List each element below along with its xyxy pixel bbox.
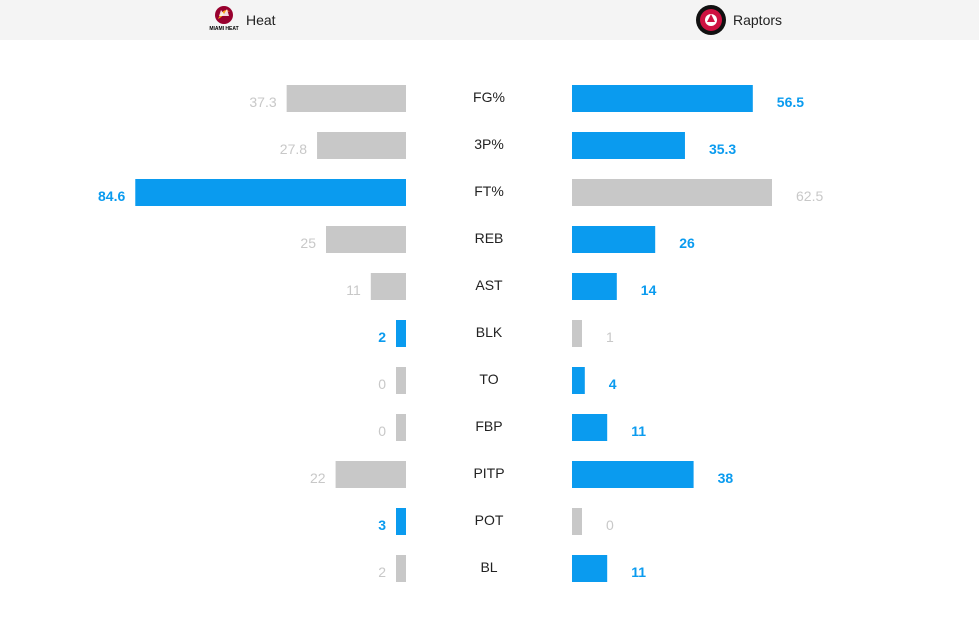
home-bar-fg <box>286 85 406 112</box>
stat-label-bl: BL <box>480 559 497 575</box>
away-value-3p: 35.3 <box>709 141 736 157</box>
away-bar-fg <box>572 85 753 112</box>
team-away-name: Raptors <box>733 12 783 28</box>
home-value-reb: 25 <box>300 235 316 251</box>
home-bar-fbp <box>396 414 406 441</box>
home-bar-ft <box>135 179 406 206</box>
team-header: MIAMI HEAT Heat Raptors <box>0 0 979 40</box>
home-bar-blk <box>396 320 406 347</box>
home-bar-3p <box>317 132 406 159</box>
home-value-ast: 11 <box>346 282 361 298</box>
home-value-pitp: 22 <box>310 470 326 486</box>
team-home-name: Heat <box>246 12 276 28</box>
heat-logo-text: MIAMI HEAT <box>209 26 238 32</box>
home-value-pot: 3 <box>378 517 386 533</box>
away-value-fg: 56.5 <box>777 94 804 110</box>
stat-label-to: TO <box>479 371 498 387</box>
away-value-reb: 26 <box>679 235 695 251</box>
away-bar-ast <box>572 273 617 300</box>
stat-comparison-chart: FG% 37.3 56.5 3P% 27.8 35.3 FT% 84.6 62.5 REB 25 26… <box>98 85 823 582</box>
stat-label-ast: AST <box>475 277 503 293</box>
stat-label-fbp: FBP <box>475 418 502 434</box>
away-bar-blk <box>572 320 582 347</box>
away-value-fbp: 11 <box>631 423 646 439</box>
away-bar-reb <box>572 226 656 253</box>
stat-label-pot: POT <box>475 512 504 528</box>
away-bar-3p <box>572 132 685 159</box>
stat-label-blk: BLK <box>476 324 503 340</box>
away-value-ast: 14 <box>641 282 657 298</box>
away-value-to: 4 <box>609 376 617 392</box>
away-bar-bl <box>572 555 608 582</box>
home-value-ft: 84.6 <box>98 188 125 204</box>
stat-label-ft: FT% <box>474 183 504 199</box>
home-bar-pitp <box>335 461 406 488</box>
stat-label-pitp: PITP <box>473 465 504 481</box>
away-bar-to <box>572 367 585 394</box>
home-bar-reb <box>326 226 406 253</box>
home-value-fg: 37.3 <box>249 94 276 110</box>
home-value-fbp: 0 <box>378 423 386 439</box>
home-value-to: 0 <box>378 376 386 392</box>
away-bar-fbp <box>572 414 608 441</box>
away-bar-ft <box>572 179 772 206</box>
away-value-pot: 0 <box>606 517 614 533</box>
toronto-raptors-logo-icon <box>696 5 726 35</box>
stat-label-reb: REB <box>475 230 504 246</box>
stat-label-fg: FG% <box>473 89 505 105</box>
home-value-3p: 27.8 <box>280 141 307 157</box>
home-value-blk: 2 <box>378 329 386 345</box>
away-value-ft: 62.5 <box>796 188 823 204</box>
away-bar-pot <box>572 508 582 535</box>
home-bar-pot <box>396 508 406 535</box>
team-away[interactable]: Raptors <box>695 0 782 40</box>
home-value-bl: 2 <box>378 564 386 580</box>
away-value-bl: 11 <box>631 564 646 580</box>
away-value-pitp: 38 <box>718 470 734 486</box>
miami-heat-logo-icon: MIAMI HEAT <box>209 6 239 32</box>
home-bar-bl <box>396 555 406 582</box>
home-bar-ast <box>370 273 406 300</box>
away-bar-pitp <box>572 461 694 488</box>
home-bar-to <box>396 367 406 394</box>
stat-label-3p: 3P% <box>474 136 504 152</box>
team-home[interactable]: MIAMI HEAT Heat <box>208 0 276 40</box>
away-value-blk: 1 <box>606 329 614 345</box>
